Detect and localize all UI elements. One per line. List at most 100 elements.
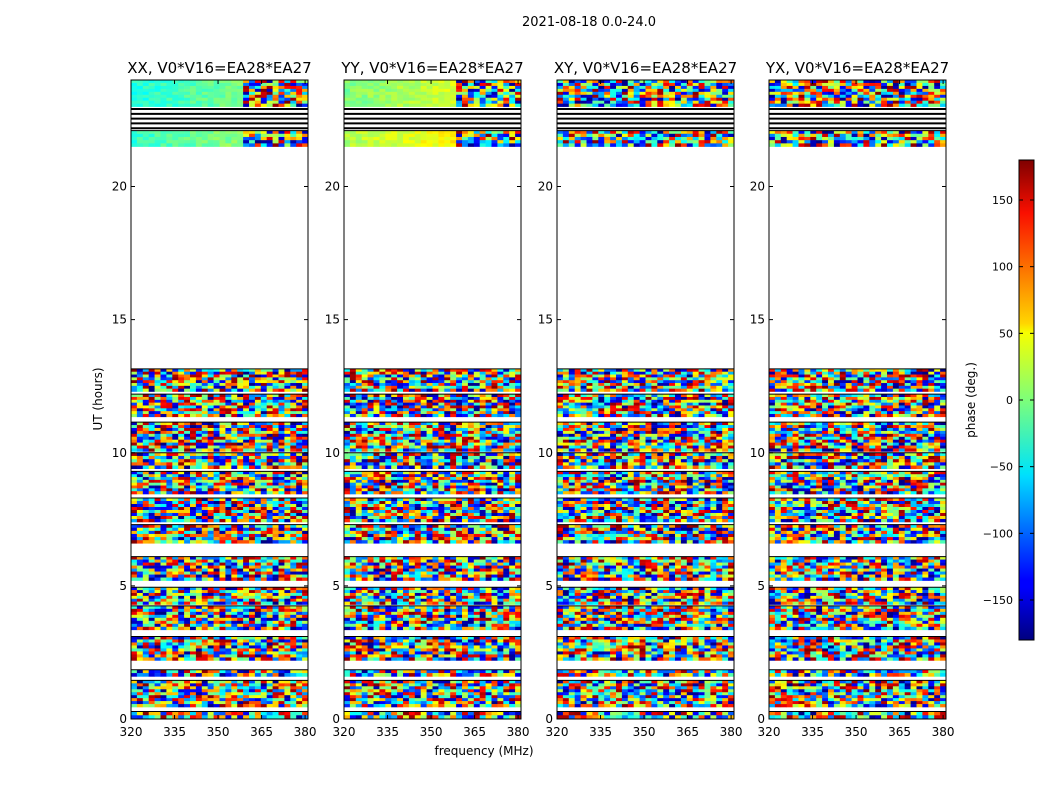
cell [243, 462, 250, 466]
cell [213, 402, 220, 406]
cell [426, 639, 433, 643]
cell [278, 669, 285, 674]
cell [296, 88, 303, 93]
cell [136, 507, 144, 511]
cell [154, 515, 161, 520]
cell [142, 595, 149, 600]
cell [178, 422, 185, 426]
cell [485, 715, 492, 720]
cell [166, 605, 173, 610]
cell [154, 94, 161, 99]
cell [172, 383, 179, 387]
cell [462, 601, 469, 605]
cell [172, 701, 179, 705]
cell [284, 598, 291, 602]
cell [296, 411, 303, 415]
cell [154, 669, 161, 674]
cell [379, 562, 386, 566]
cell [432, 620, 439, 625]
cell [414, 527, 421, 532]
cell [278, 422, 285, 426]
cell [420, 695, 427, 699]
cell [225, 97, 232, 102]
cell [184, 577, 191, 581]
cell [131, 518, 138, 523]
cell [438, 642, 445, 646]
cell [131, 524, 138, 529]
cell [260, 482, 267, 486]
cell [344, 614, 351, 619]
cell [403, 565, 410, 569]
cell [367, 577, 374, 581]
cell [154, 608, 161, 613]
cell [497, 639, 504, 643]
cell [148, 91, 155, 96]
cell [296, 82, 303, 87]
cell [349, 620, 357, 625]
cell [473, 673, 480, 677]
cell [391, 639, 398, 643]
cell [438, 692, 445, 696]
cell [426, 524, 433, 529]
cell [231, 611, 238, 616]
cell [456, 623, 463, 628]
cell [190, 515, 197, 520]
cell [243, 623, 250, 628]
cell [166, 413, 173, 418]
cell [290, 377, 297, 381]
cell [207, 479, 214, 483]
cell [160, 491, 167, 495]
cell [243, 94, 250, 99]
cell [462, 577, 469, 581]
cell [178, 91, 185, 96]
cell [131, 537, 138, 541]
cell [219, 617, 226, 622]
cell [207, 683, 214, 687]
cell [385, 565, 392, 569]
cell [344, 504, 351, 508]
cell [272, 556, 279, 560]
cell [231, 614, 238, 619]
cell [260, 408, 267, 412]
cell [148, 383, 155, 387]
cell [408, 711, 416, 716]
cell [136, 94, 144, 99]
cell [349, 639, 357, 643]
cell [225, 482, 232, 486]
cell [462, 537, 469, 541]
cell [385, 590, 392, 594]
cell [201, 504, 208, 508]
cell [414, 574, 421, 578]
cell [290, 388, 297, 392]
cell [260, 374, 267, 378]
cell [136, 587, 144, 591]
cell [249, 85, 256, 90]
cell [503, 574, 510, 578]
cell [213, 425, 220, 429]
cell [154, 704, 161, 708]
cell [266, 394, 273, 398]
cell [515, 617, 522, 622]
cell [485, 592, 492, 597]
cell [397, 574, 404, 578]
cell [166, 565, 173, 569]
cell [432, 587, 439, 591]
cell [266, 100, 273, 104]
cell [237, 405, 244, 409]
cell [213, 673, 220, 677]
cell [136, 639, 144, 643]
cell [450, 715, 457, 720]
cell [225, 595, 232, 600]
cell [444, 530, 451, 535]
cell [184, 692, 191, 696]
cell [408, 507, 416, 511]
cell [172, 374, 179, 378]
cell [479, 605, 486, 610]
cell [260, 683, 267, 687]
cell [450, 711, 457, 716]
cell [207, 620, 214, 625]
cell [290, 701, 297, 705]
cell [391, 654, 398, 658]
cell [237, 427, 244, 432]
cell [302, 559, 309, 563]
